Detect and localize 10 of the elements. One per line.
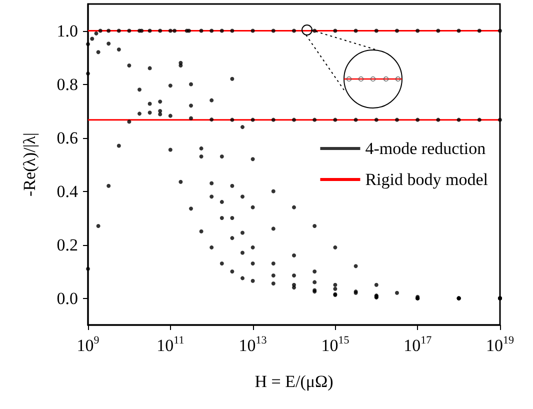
legend-label: Rigid body model: [365, 170, 488, 189]
y-tick-label: 0.2: [56, 235, 78, 254]
y-tick-label: 0.6: [56, 128, 78, 148]
y-axis-title: -Re(λ)/|λ|: [20, 132, 39, 196]
y-tick-label: 1.0: [56, 21, 78, 40]
y-tick-label: 0.8: [56, 74, 78, 94]
y-tick-label: 0.4: [56, 182, 78, 201]
y-tick-label: 0.0: [56, 288, 78, 308]
x-axis-title: H = E/(μΩ): [254, 372, 334, 391]
legend-label: 4-mode reduction: [365, 139, 486, 158]
